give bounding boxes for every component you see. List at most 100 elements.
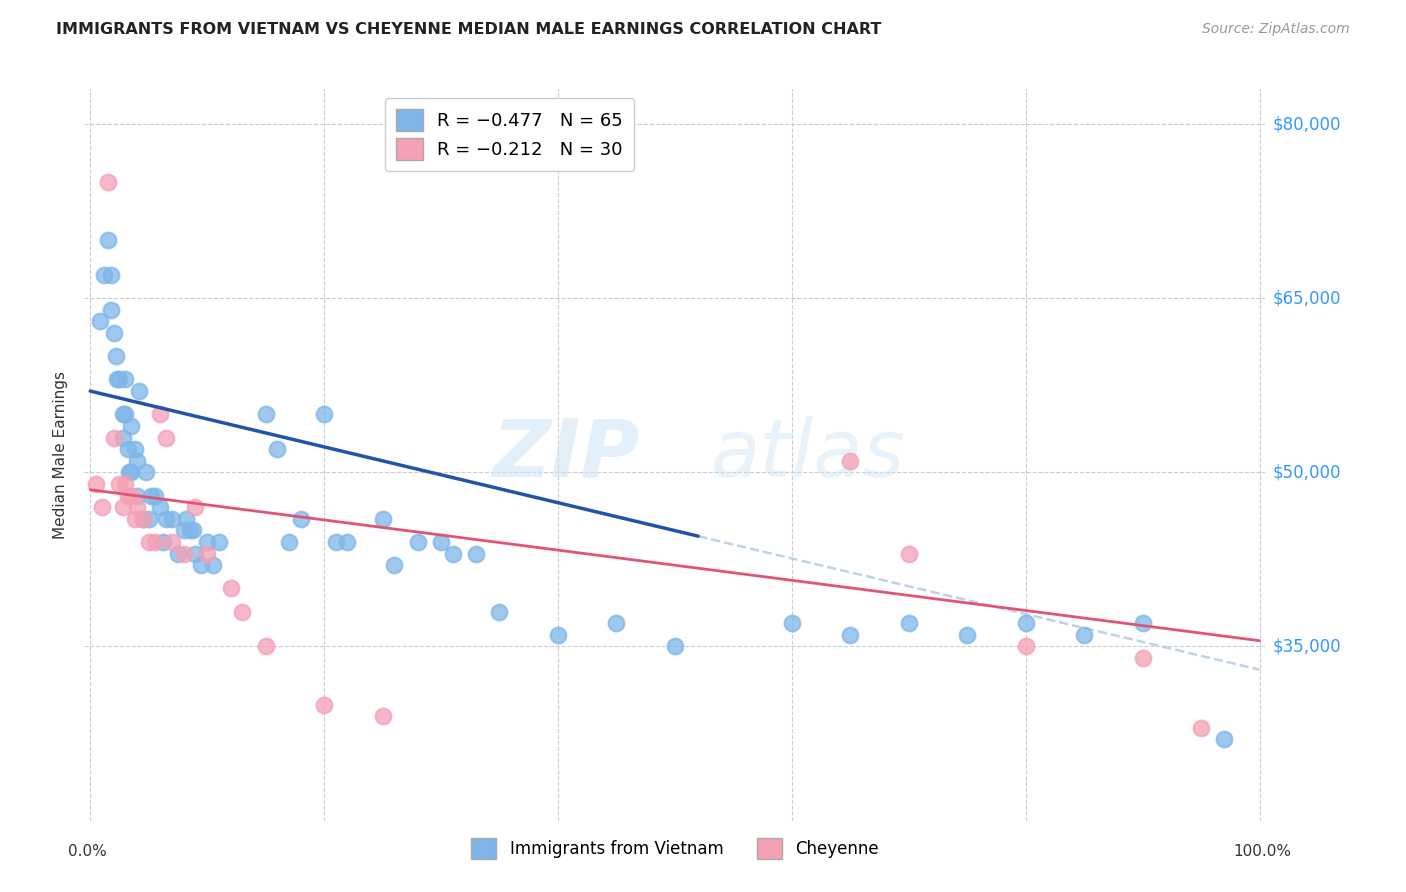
Point — [195, 547, 218, 561]
Point — [325, 535, 347, 549]
Point — [371, 709, 394, 723]
Point — [111, 407, 134, 421]
Point — [780, 616, 803, 631]
Point — [1213, 732, 1236, 747]
Point — [254, 640, 277, 654]
Point — [312, 407, 335, 421]
Point — [839, 454, 862, 468]
Text: $80,000: $80,000 — [1272, 115, 1341, 133]
Text: IMMIGRANTS FROM VIETNAM VS CHEYENNE MEDIAN MALE EARNINGS CORRELATION CHART: IMMIGRANTS FROM VIETNAM VS CHEYENNE MEDI… — [56, 22, 882, 37]
Point — [336, 535, 359, 549]
Point — [173, 547, 195, 561]
Point — [382, 558, 405, 573]
Point — [143, 489, 166, 503]
Point — [897, 616, 920, 631]
Point — [1189, 721, 1212, 735]
Point — [100, 268, 122, 282]
Point — [114, 407, 136, 421]
Point — [174, 512, 197, 526]
Point — [97, 175, 120, 189]
Point — [167, 547, 190, 561]
Point — [1132, 616, 1154, 631]
Point — [125, 500, 148, 515]
Point — [190, 558, 212, 573]
Point — [108, 477, 131, 491]
Legend: Immigrants from Vietnam, Cheyenne: Immigrants from Vietnam, Cheyenne — [463, 830, 887, 867]
Point — [1073, 628, 1095, 642]
Point — [181, 524, 204, 538]
Point — [108, 372, 131, 386]
Point — [155, 512, 177, 526]
Point — [117, 442, 139, 456]
Point — [111, 430, 134, 444]
Point — [124, 512, 146, 526]
Point — [124, 442, 146, 456]
Point — [114, 372, 136, 386]
Point — [1132, 651, 1154, 665]
Point — [184, 547, 207, 561]
Point — [139, 489, 162, 503]
Point — [897, 547, 920, 561]
Text: 100.0%: 100.0% — [1233, 844, 1291, 859]
Point — [105, 372, 128, 386]
Text: 0.0%: 0.0% — [69, 844, 107, 859]
Point — [173, 524, 195, 538]
Point — [1015, 640, 1038, 654]
Point — [430, 535, 453, 549]
Point — [231, 605, 253, 619]
Point — [160, 512, 183, 526]
Point — [605, 616, 627, 631]
Point — [120, 489, 142, 503]
Point — [406, 535, 429, 549]
Point — [118, 466, 141, 480]
Point — [278, 535, 301, 549]
Point — [1015, 616, 1038, 631]
Point — [117, 489, 139, 503]
Point — [488, 605, 510, 619]
Text: $65,000: $65,000 — [1272, 289, 1341, 307]
Point — [100, 302, 122, 317]
Point — [839, 628, 862, 642]
Text: ZIP: ZIP — [492, 416, 640, 494]
Point — [184, 500, 207, 515]
Point — [664, 640, 686, 654]
Point — [84, 477, 107, 491]
Point — [125, 454, 148, 468]
Point — [312, 698, 335, 712]
Text: $35,000: $35,000 — [1272, 638, 1341, 656]
Point — [160, 535, 183, 549]
Point — [125, 489, 148, 503]
Point — [104, 349, 127, 363]
Point — [195, 535, 218, 549]
Point — [149, 500, 172, 515]
Point — [956, 628, 979, 642]
Point — [93, 268, 115, 282]
Point — [138, 512, 160, 526]
Point — [179, 524, 201, 538]
Point — [143, 535, 166, 549]
Point — [132, 512, 155, 526]
Point — [111, 500, 134, 515]
Text: atlas: atlas — [710, 416, 905, 494]
Point — [201, 558, 224, 573]
Point — [290, 512, 312, 526]
Point — [208, 535, 231, 549]
Point — [120, 418, 142, 433]
Point — [219, 582, 242, 596]
Point — [547, 628, 569, 642]
Point — [103, 326, 125, 340]
Point — [371, 512, 394, 526]
Y-axis label: Median Male Earnings: Median Male Earnings — [53, 371, 69, 539]
Point — [135, 466, 157, 480]
Point — [152, 535, 174, 549]
Point — [128, 384, 150, 398]
Point — [149, 407, 172, 421]
Point — [90, 500, 112, 515]
Point — [97, 233, 120, 247]
Point — [120, 466, 142, 480]
Point — [132, 512, 155, 526]
Text: Source: ZipAtlas.com: Source: ZipAtlas.com — [1202, 22, 1350, 37]
Point — [266, 442, 288, 456]
Point — [138, 535, 160, 549]
Text: $50,000: $50,000 — [1272, 463, 1341, 482]
